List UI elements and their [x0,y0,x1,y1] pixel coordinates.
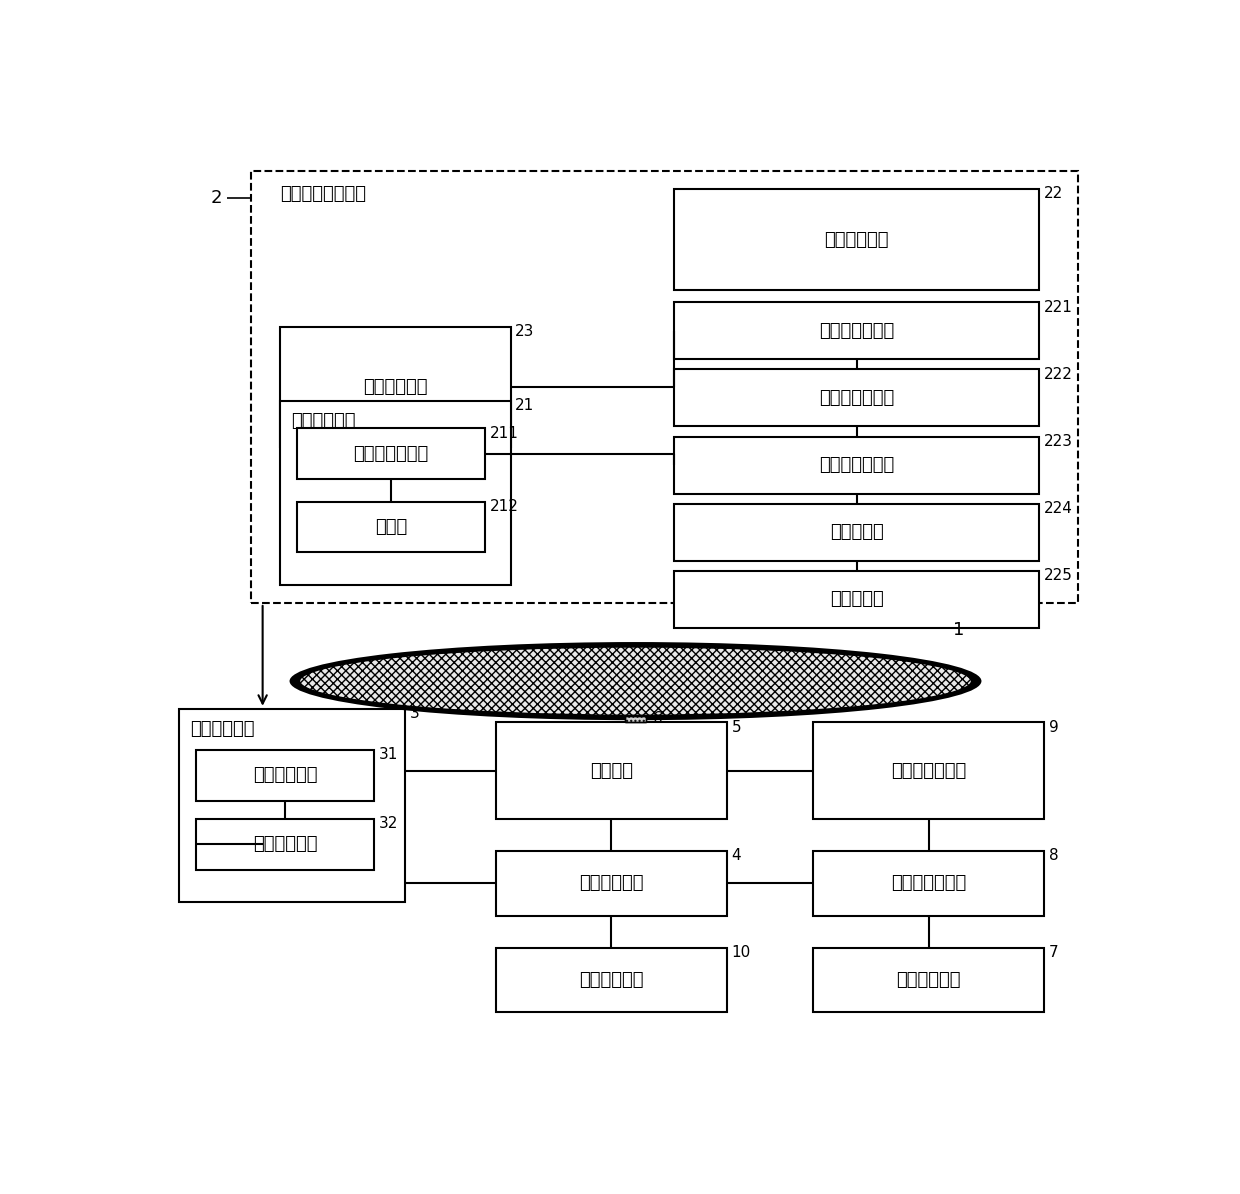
Text: 加速度控制模块: 加速度控制模块 [892,762,966,780]
Text: 驱动模块: 驱动模块 [590,762,632,780]
Bar [675,437,1039,493]
Text: 统计子单元: 统计子单元 [830,590,883,608]
Text: 图像转换子单元: 图像转换子单元 [818,389,894,407]
Bar [179,709,404,901]
Text: 224: 224 [1044,501,1073,516]
Text: 6: 6 [652,710,662,726]
Text: 加速度计算模块: 加速度计算模块 [892,874,966,892]
Text: 第二通信单元: 第二通信单元 [253,836,317,854]
Bar [675,189,1039,290]
Text: 颜色变换子单元: 颜色变换子单元 [818,322,894,340]
Text: 221: 221 [1044,300,1073,314]
Text: 1: 1 [952,621,963,639]
Bar [496,948,727,1013]
Text: 22: 22 [1044,186,1063,202]
Text: 筋子识别单元: 筋子识别单元 [825,230,889,248]
Bar [196,750,374,801]
Text: 222: 222 [1044,367,1073,382]
Text: 212: 212 [490,499,518,515]
Bar [675,369,1039,426]
Text: 223: 223 [1044,433,1073,449]
Text: 21: 21 [516,398,534,413]
Ellipse shape [290,642,982,720]
Text: 7: 7 [1049,944,1059,960]
Text: 摄像头: 摄像头 [374,518,407,536]
Bar [813,722,1044,819]
Text: 9: 9 [1049,720,1059,734]
Bar [298,501,485,553]
Text: 转速确定模块: 转速确定模块 [191,720,255,738]
Text: 3: 3 [409,706,419,721]
Text: 识别子单元: 识别子单元 [830,523,883,541]
Text: 转速计算单元: 转速计算单元 [253,767,317,784]
Bar [625,715,646,722]
Text: 转速检测模块: 转速检测模块 [897,971,961,989]
Bar [280,327,511,447]
Text: 5: 5 [732,720,742,734]
Text: 第一通信单元: 第一通信单元 [363,378,428,396]
Bar [298,429,485,479]
Text: 夼菜人数获取模块: 夼菜人数获取模块 [280,185,366,203]
Bar [496,722,727,819]
Text: 信号生戞模块: 信号生戞模块 [579,874,644,892]
Text: 边缘提取子单元: 边缘提取子单元 [818,456,894,474]
Text: 225: 225 [1044,568,1073,583]
Bar [675,302,1039,359]
Bar [675,504,1039,561]
Ellipse shape [299,647,972,715]
Bar [496,851,727,916]
Text: 4: 4 [732,849,742,863]
Text: 2: 2 [211,189,222,208]
Bar [280,401,511,585]
Text: 8: 8 [1049,849,1059,863]
Bar [196,819,374,869]
Text: 23: 23 [516,325,534,339]
Bar [813,948,1044,1013]
Text: 10: 10 [732,944,751,960]
Bar [813,851,1044,916]
Bar [250,171,1078,603]
Bar [625,715,646,722]
Text: 31: 31 [379,747,398,762]
Bar [675,571,1039,628]
Text: 模式切换开关: 模式切换开关 [579,971,644,989]
Text: 图像获取单元: 图像获取单元 [291,412,356,430]
Text: 211: 211 [490,425,518,441]
Text: 32: 32 [379,817,398,831]
Text: 图像提取子单元: 图像提取子单元 [353,444,429,462]
